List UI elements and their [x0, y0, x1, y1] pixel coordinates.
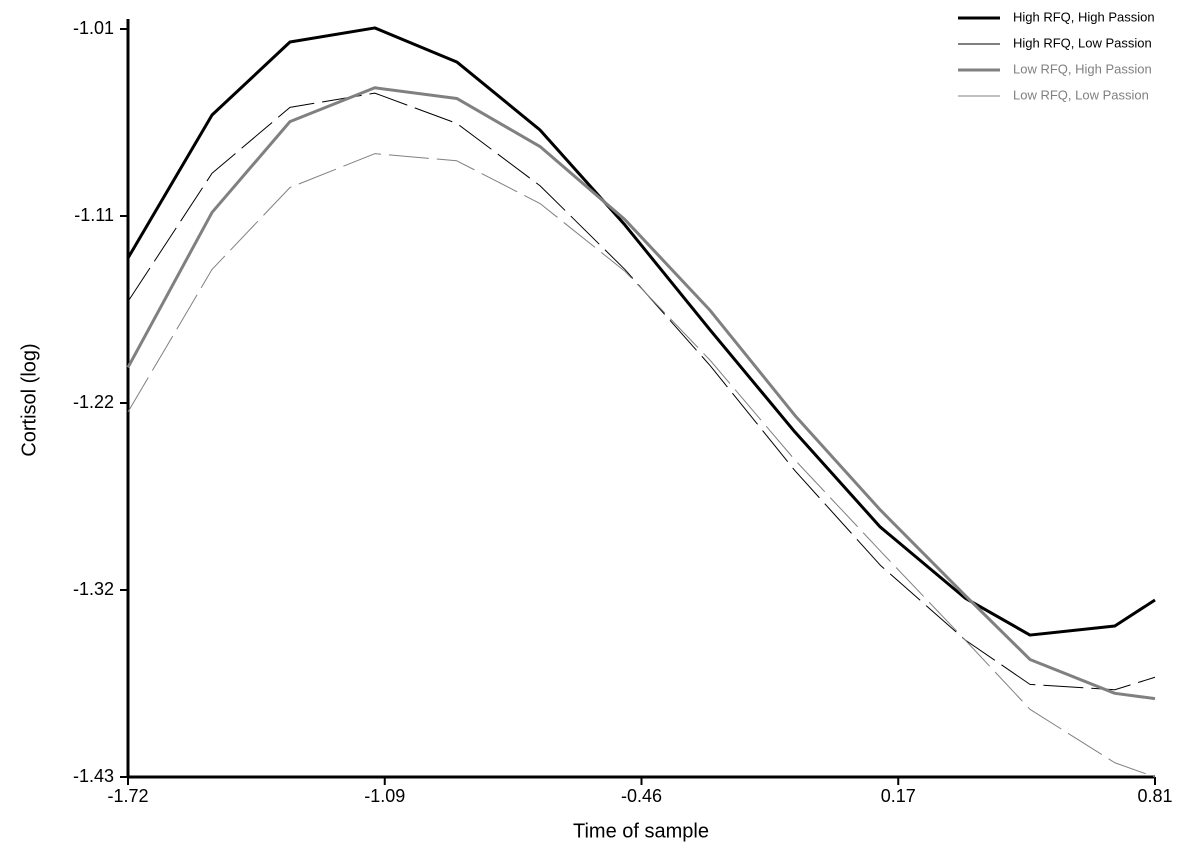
x-tick-label: -1.72 — [107, 786, 148, 806]
series-line — [127, 92, 1156, 691]
x-tick-label: 0.17 — [881, 786, 916, 806]
series-line — [127, 153, 1156, 778]
x-tick-label: -1.09 — [364, 786, 405, 806]
series-line — [126, 26, 1156, 637]
legend-label: High RFQ, Low Passion — [1013, 35, 1152, 50]
y-tick-label: -1.11 — [74, 205, 114, 225]
x-tick-label: -0.46 — [621, 786, 662, 806]
x-axis-title: Time of sample — [573, 820, 709, 842]
legend-label: Low RFQ, Low Passion — [1013, 87, 1149, 102]
y-tick-label: -1.32 — [73, 579, 114, 599]
series-line — [126, 86, 1156, 701]
legend-label: High RFQ, High Passion — [1013, 9, 1155, 24]
y-tick-label: -1.01 — [73, 18, 114, 38]
y-tick-label: -1.22 — [73, 392, 114, 412]
legend-label: Low RFQ, High Passion — [1013, 61, 1152, 76]
x-tick-label: 0.81 — [1137, 786, 1172, 806]
y-tick-label: -1.43 — [73, 766, 114, 786]
y-axis-title: Cortisol (log) — [18, 343, 40, 456]
